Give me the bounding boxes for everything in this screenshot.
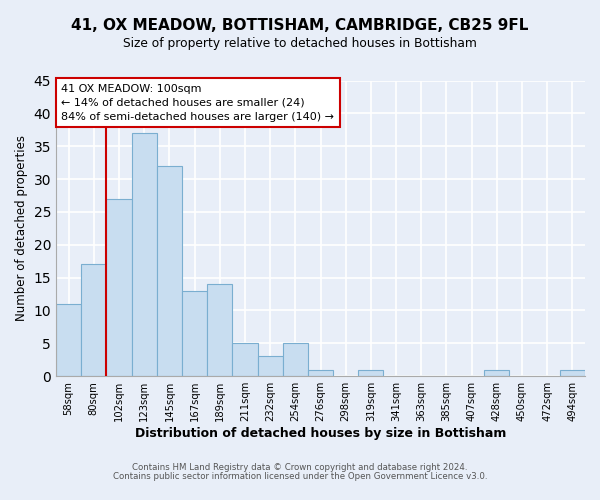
Bar	[182, 291, 207, 376]
Bar	[484, 370, 509, 376]
Bar	[106, 199, 131, 376]
X-axis label: Distribution of detached houses by size in Bottisham: Distribution of detached houses by size …	[135, 427, 506, 440]
Text: 41 OX MEADOW: 100sqm
← 14% of detached houses are smaller (24)
84% of semi-detac: 41 OX MEADOW: 100sqm ← 14% of detached h…	[61, 84, 334, 122]
Bar	[232, 344, 257, 376]
Y-axis label: Number of detached properties: Number of detached properties	[15, 136, 28, 322]
Bar	[257, 356, 283, 376]
Bar	[131, 133, 157, 376]
Bar	[283, 344, 308, 376]
Text: Size of property relative to detached houses in Bottisham: Size of property relative to detached ho…	[123, 38, 477, 51]
Bar	[207, 284, 232, 376]
Text: Contains HM Land Registry data © Crown copyright and database right 2024.: Contains HM Land Registry data © Crown c…	[132, 464, 468, 472]
Bar	[560, 370, 585, 376]
Bar	[358, 370, 383, 376]
Text: 41, OX MEADOW, BOTTISHAM, CAMBRIDGE, CB25 9FL: 41, OX MEADOW, BOTTISHAM, CAMBRIDGE, CB2…	[71, 18, 529, 32]
Bar	[308, 370, 333, 376]
Bar	[56, 304, 81, 376]
Bar	[81, 264, 106, 376]
Bar	[157, 166, 182, 376]
Text: Contains public sector information licensed under the Open Government Licence v3: Contains public sector information licen…	[113, 472, 487, 481]
